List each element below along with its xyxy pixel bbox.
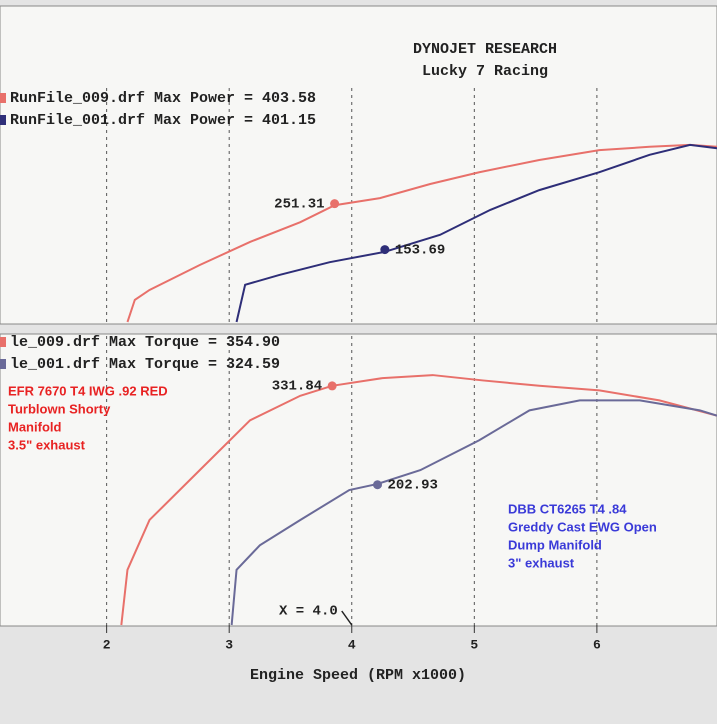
annotation-text: Manifold (8, 419, 61, 434)
series-line (126, 143, 717, 323)
chart-title: DYNOJET RESEARCH (413, 41, 557, 58)
annotation-text: EFR 7670 T4 IWG .92 RED (8, 383, 168, 398)
x-tick-label: 3 (225, 637, 233, 652)
legend-swatch (0, 337, 6, 347)
legend-label: RunFile_009.drf Max Power = 403.58 (10, 90, 316, 107)
cursor-line (341, 610, 353, 626)
series-line (235, 143, 717, 323)
legend-swatch (0, 93, 6, 103)
marker-label: 153.69 (395, 242, 445, 258)
x-tick-label: 4 (348, 637, 356, 652)
legend-label: RunFile_001.drf Max Power = 401.15 (10, 112, 316, 129)
annotation-text: 3" exhaust (508, 555, 575, 570)
series-line (120, 374, 717, 626)
torque-panel (0, 333, 717, 627)
x-axis-label: Engine Speed (RPM x1000) (250, 667, 466, 684)
legend-swatch (0, 359, 6, 369)
marker-dot (380, 245, 390, 255)
marker-dot (330, 199, 340, 209)
marker-dot (327, 381, 337, 391)
power-panel (0, 5, 717, 325)
annotation-text: Dump Manifold (508, 537, 602, 552)
annotation-text: DBB CT6265 T4 .84 (508, 501, 627, 516)
marker-dot (372, 480, 382, 490)
annotation-text: Turblown Shorty (8, 401, 111, 416)
annotation-text: 3.5" exhaust (8, 437, 86, 452)
annotation-text: Greddy Cast EWG Open (508, 519, 657, 534)
marker-label: 202.93 (387, 477, 437, 493)
chart-subtitle: Lucky 7 Racing (422, 63, 548, 80)
marker-label: 251.31 (274, 196, 324, 212)
legend-label: le_009.drf Max Torque = 354.90 (10, 334, 280, 351)
series-line (230, 399, 717, 626)
marker-label: 331.84 (272, 379, 322, 395)
cursor-label: X = 4.0 (279, 604, 338, 620)
legend-swatch (0, 115, 6, 125)
x-tick-label: 2 (103, 637, 111, 652)
legend-label: le_001.drf Max Torque = 324.59 (10, 356, 280, 373)
x-tick-label: 5 (470, 637, 478, 652)
x-tick-label: 6 (593, 637, 601, 652)
